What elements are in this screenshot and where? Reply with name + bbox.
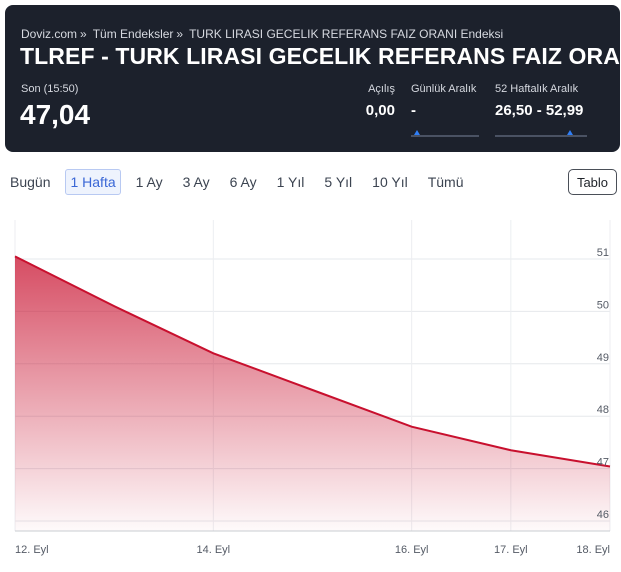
chart-series-line — [14, 255, 611, 468]
x-tick-label: 14. Eyl — [197, 544, 231, 556]
period-10-years[interactable]: 10 Yıl — [372, 174, 408, 190]
breadcrumb-home[interactable]: Doviz.com — [21, 27, 78, 41]
y-tick-label: 51 — [597, 247, 609, 259]
week52-range-label: 52 Haftalık Aralık — [495, 83, 579, 95]
breadcrumb-separator: » — [80, 27, 87, 41]
breadcrumb-current: TURK LIRASI GECELIK REFERANS FAIZ ORANI … — [189, 27, 504, 41]
chart-y-tick-labels: 46 47 48 49 50 51 — [597, 247, 609, 521]
daily-range-bar — [411, 130, 479, 137]
x-tick-label: 12. Eyl — [15, 544, 49, 556]
daily-range-label: Günlük Aralık — [411, 83, 477, 95]
period-3-months[interactable]: 3 Ay — [182, 174, 210, 190]
breadcrumb-separator: » — [176, 27, 184, 41]
daily-range-marker — [414, 130, 420, 135]
period-all[interactable]: Tümü — [427, 174, 464, 190]
price-chart[interactable]: 46 47 48 49 50 51 12. Eyl 14. Eyl 16. Eyl 17. Ey… — [0, 210, 621, 572]
quote-header: Doviz.com» Tüm Endeksler» TURK LIRASI GECE… — [5, 5, 621, 152]
daily-range-stat: Günlük Aralık - — [411, 83, 481, 119]
chart-x-tick-labels: 12. Eyl 14. Eyl 16. Eyl 17. Eyl 18. Eyl — [15, 544, 610, 556]
chart-area — [15, 256, 610, 531]
breadcrumb-all-indices[interactable]: Tüm Endeksler — [92, 27, 174, 41]
open-value: 0,00 — [365, 102, 395, 119]
period-1-year[interactable]: 1 Yıl — [276, 174, 305, 190]
page-title: TLREF - TURK LIRASI GECELIK REFERANS FAI… — [20, 43, 621, 69]
last-price-value: 47,04 — [20, 99, 91, 130]
period-1-week[interactable]: 1 Hafta — [65, 169, 121, 195]
table-view-button[interactable]: Tablo — [568, 169, 617, 195]
last-price-label: Son (15:50) — [21, 83, 78, 95]
x-tick-label: 17. Eyl — [494, 544, 528, 556]
week52-range-value: 26,50 - 52,99 — [495, 102, 584, 119]
y-tick-label: 49 — [597, 352, 609, 364]
period-6-months[interactable]: 6 Ay — [229, 174, 257, 190]
week52-range-marker — [567, 130, 573, 135]
x-tick-label: 18. Eyl — [576, 544, 610, 556]
period-1-month[interactable]: 1 Ay — [135, 174, 163, 190]
week52-range-stat: 52 Haftalık Aralık 26,50 - 52,99 — [495, 83, 590, 119]
open-label: Açılış — [368, 83, 395, 95]
y-tick-label: 50 — [597, 299, 609, 311]
period-today[interactable]: Bugün — [10, 174, 51, 190]
daily-range-value: - — [411, 102, 416, 119]
y-tick-label: 47 — [597, 457, 609, 469]
last-update-time: (15:50) — [43, 83, 79, 95]
week52-range-bar — [495, 130, 587, 137]
y-tick-label: 48 — [597, 404, 609, 416]
y-tick-label: 46 — [597, 509, 609, 521]
open-stat: Açılış 0,00 — [363, 83, 395, 119]
period-5-years[interactable]: 5 Yıl — [324, 174, 353, 190]
period-selector: Bugün 1 Hafta 1 Ay 3 Ay 6 Ay 1 Yıl 5 Yıl… — [5, 168, 479, 196]
last-label-text: Son — [21, 83, 41, 95]
x-tick-label: 16. Eyl — [395, 544, 429, 556]
breadcrumb: Doviz.com» Tüm Endeksler» TURK LIRASI GECE… — [21, 27, 503, 41]
